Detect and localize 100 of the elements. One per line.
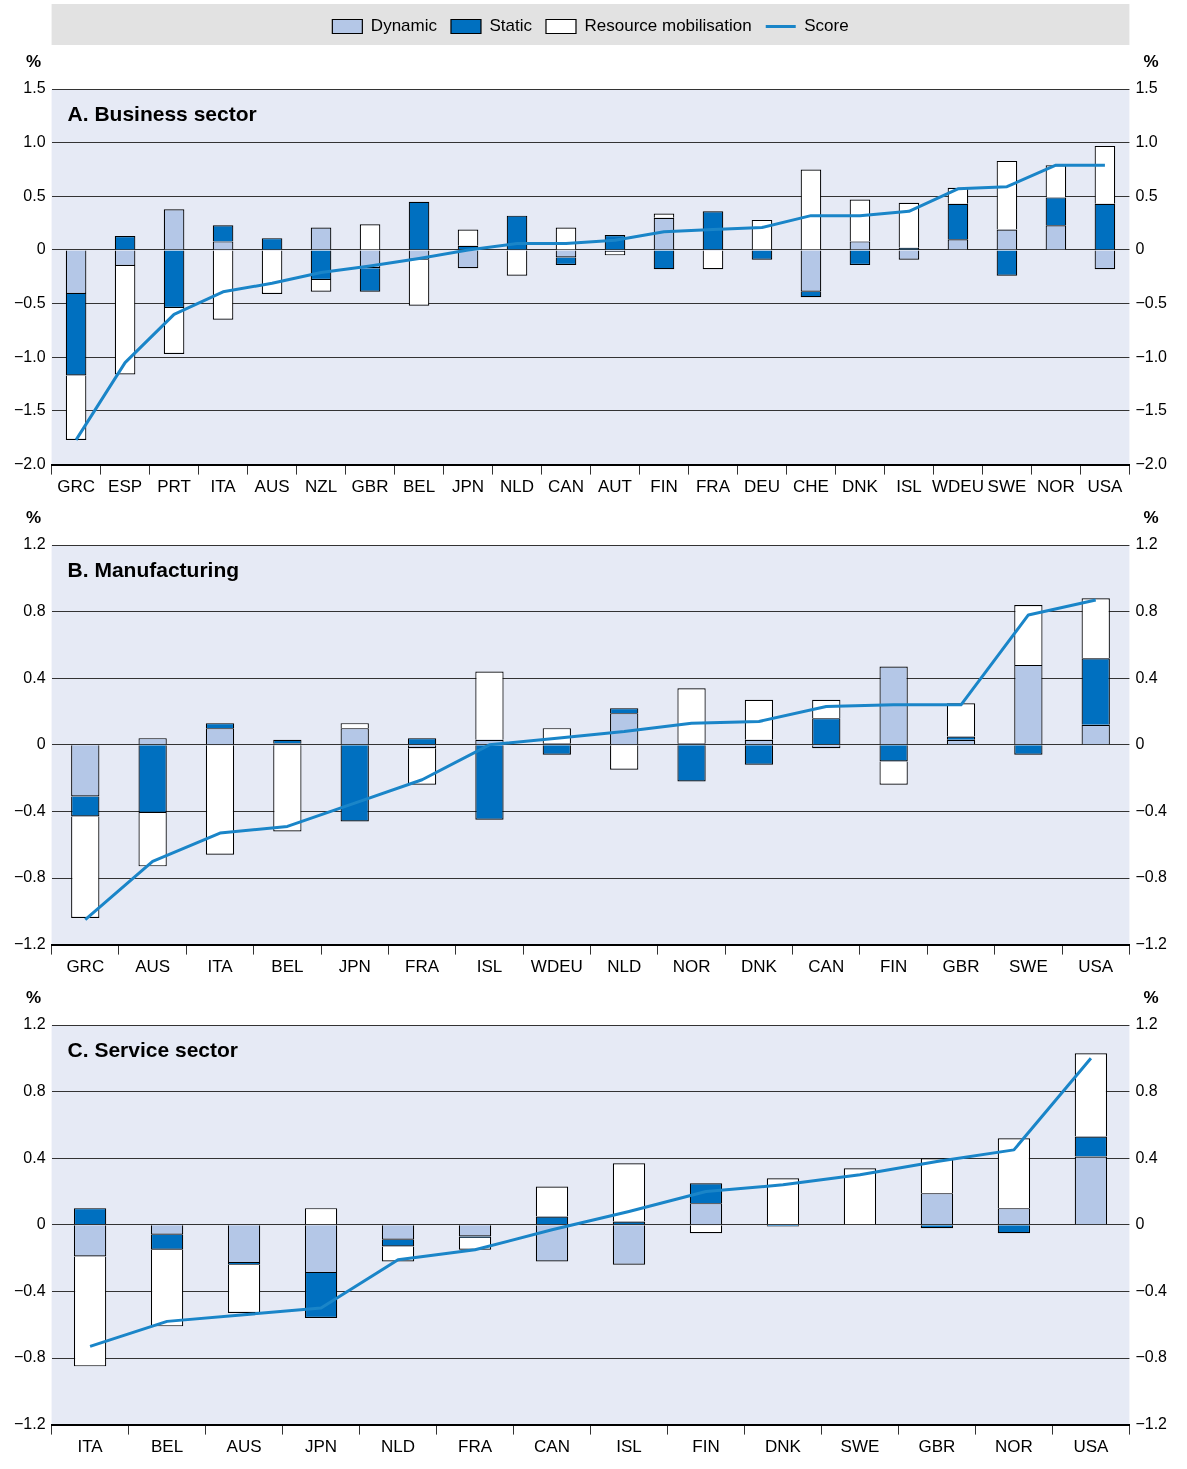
x-tick-label: SWE [840, 1437, 880, 1457]
x-tick-label: JPN [338, 957, 371, 977]
x-tick-label: FRA [695, 477, 731, 497]
y-axis-title: % [26, 508, 42, 528]
y2-tick-label: 0.5 [1135, 186, 1158, 204]
y-tick-label: −0.8 [13, 1348, 46, 1366]
y-tick-label: −1.5 [13, 401, 46, 419]
y2-tick-label: −0.8 [1135, 1348, 1168, 1366]
y2-tick-label: 0.8 [1135, 602, 1158, 620]
x-tick-label: JPN [451, 477, 485, 497]
legend-label: Dynamic [370, 16, 438, 36]
y2-tick-label: −0.4 [1135, 1281, 1168, 1299]
x-tick-label: CAN [808, 957, 845, 977]
x-tick-label: NZL [304, 477, 338, 497]
x-tick-label: GRC [57, 477, 95, 497]
x-tick-label: ITA [210, 477, 237, 497]
x-tick-label: NLD [607, 957, 642, 977]
y2-tick-label: −2.0 [1135, 455, 1168, 473]
x-tick-label: BEL [151, 1437, 184, 1457]
x-tick-label: ISL [476, 957, 503, 977]
x-tick-label: CHE [793, 477, 829, 497]
x-tick-label: NOR [995, 1437, 1033, 1457]
y-tick-label: 0.4 [23, 668, 46, 686]
y2-tick-label: −1.5 [1135, 401, 1168, 419]
x-tick-label: NLD [500, 477, 535, 497]
x-tick-label: DNK [765, 1437, 802, 1457]
x-tick-label: USA [1073, 1437, 1110, 1457]
y2-tick-label: 0.8 [1135, 1082, 1158, 1100]
x-tick-label: JPN [304, 1437, 338, 1457]
x-tick-label: NOR [1037, 477, 1075, 497]
y-tick-label: 0 [36, 240, 46, 258]
y-tick-label: 1.2 [23, 1015, 46, 1033]
x-tick-label: SWE [1009, 957, 1048, 977]
x-tick-label: FIN [879, 957, 908, 977]
y-tick-label: 0 [36, 1215, 46, 1233]
y2-tick-label: −0.8 [1135, 868, 1168, 886]
x-tick-label: CAN [548, 477, 584, 497]
x-tick-label: BEL [271, 957, 304, 977]
y-tick-label: 0.4 [23, 1148, 46, 1166]
y-tick-label: −1.2 [13, 1415, 46, 1433]
y2-axis-title: % [1143, 52, 1159, 72]
y-axis-title: % [26, 988, 42, 1008]
text: C. Service sector [67, 1037, 239, 1061]
x-tick-label: DNK [740, 957, 778, 977]
x-tick-label: WDEU [530, 957, 583, 977]
y2-tick-label: 1.2 [1135, 1015, 1158, 1033]
y2-tick-label: −0.4 [1135, 801, 1168, 819]
y2-tick-label: 0 [1135, 735, 1145, 753]
y-tick-label: −0.8 [13, 868, 46, 886]
y2-tick-label: 1.0 [1135, 133, 1158, 151]
x-tick-label: USA [1087, 477, 1124, 497]
x-tick-label: DNK [842, 477, 879, 497]
x-tick-label: SWE [987, 477, 1027, 497]
x-tick-label: BEL [402, 477, 436, 497]
x-tick-label: ITA [207, 957, 234, 977]
y-tick-label: −0.4 [13, 801, 46, 819]
legend-label: Static [489, 16, 533, 36]
y2-tick-label: −1.2 [1135, 935, 1168, 953]
y-tick-label: −0.4 [13, 1281, 46, 1299]
x-tick-label: USA [1078, 957, 1114, 977]
x-tick-label: AUS [135, 957, 171, 977]
x-tick-label: GBR [351, 477, 389, 497]
y2-tick-label: −1.2 [1135, 1415, 1168, 1433]
y2-tick-label: −0.5 [1135, 294, 1168, 312]
x-tick-label: NLD [381, 1437, 416, 1457]
x-tick-label: GBR [942, 957, 980, 977]
x-tick-label: ESP [108, 477, 143, 497]
x-tick-label: FRA [458, 1437, 493, 1457]
y-tick-label: 0.8 [23, 1082, 46, 1100]
y-tick-label: 1.0 [23, 133, 46, 151]
x-tick-label: CAN [534, 1437, 570, 1457]
x-tick-label: FRA [405, 957, 440, 977]
y2-tick-label: 0.4 [1135, 1148, 1158, 1166]
x-tick-label: ISL [896, 477, 922, 497]
y-tick-label: 0.8 [23, 602, 46, 620]
x-tick-label: GRC [66, 957, 105, 977]
x-tick-label: ISL [616, 1437, 642, 1457]
y2-tick-label: 0 [1135, 1215, 1145, 1233]
y2-tick-label: 1.2 [1135, 535, 1158, 553]
y-tick-label: −2.0 [13, 455, 46, 473]
text: B. Manufacturing [67, 557, 240, 581]
legend-label: Score [804, 16, 849, 36]
y-axis-title: % [26, 52, 42, 72]
legend-label: Resource mobilisation [584, 16, 752, 36]
x-tick-label: AUS [226, 1437, 262, 1457]
y-tick-label: −1.0 [13, 347, 46, 365]
x-tick-label: WDEU [931, 477, 984, 497]
y-tick-label: −0.5 [13, 294, 46, 312]
y2-axis-title: % [1143, 508, 1159, 528]
x-tick-label: AUS [254, 477, 290, 497]
x-tick-label: FIN [692, 1437, 720, 1457]
y2-tick-label: 1.5 [1135, 79, 1158, 97]
x-tick-label: ITA [77, 1437, 104, 1457]
x-tick-label: PRT [157, 477, 191, 497]
y2-tick-label: 0 [1135, 240, 1145, 258]
x-tick-label: AUT [598, 477, 632, 497]
y2-axis-title: % [1143, 988, 1159, 1008]
y-tick-label: 1.5 [23, 79, 46, 97]
y2-tick-label: −1.0 [1135, 347, 1168, 365]
y-tick-label: 1.2 [23, 535, 46, 553]
